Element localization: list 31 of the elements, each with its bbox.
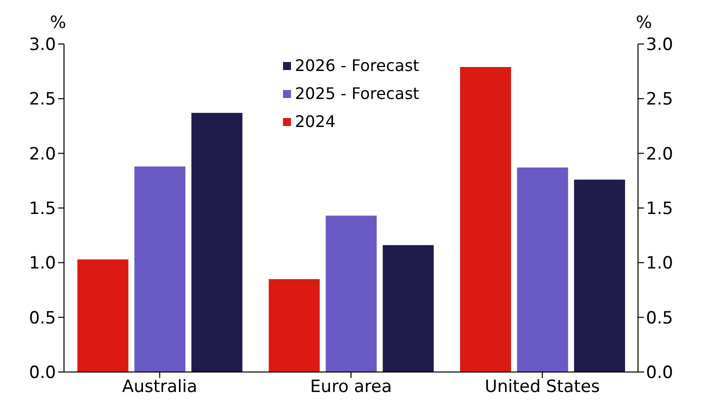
- bar: [574, 180, 626, 372]
- y2-tick-label: 1.0: [646, 254, 674, 274]
- y2-axis-title: %: [636, 13, 652, 34]
- legend-label: 2026 - Forecast: [294, 55, 420, 77]
- y2-tick-label: 0.5: [646, 308, 674, 328]
- y-tick-label: 0.0: [28, 363, 56, 384]
- bar: [77, 259, 128, 372]
- y-tick-label: 2.5: [28, 90, 56, 110]
- bar: [382, 245, 434, 372]
- bar: [460, 66, 512, 372]
- y2-tick-label: 1.5: [646, 199, 674, 220]
- y2-tick-label: 3.0: [646, 35, 674, 56]
- bar: [191, 112, 242, 372]
- bar: [268, 279, 320, 372]
- x-tick-label: United States: [484, 377, 600, 398]
- y2-tick-label: 2.5: [646, 90, 674, 110]
- x-tick-label: Euro area: [310, 377, 392, 398]
- y2-tick-label: 2.0: [646, 144, 674, 164]
- legend-label: 2025 - Forecast: [294, 83, 420, 105]
- y2-tick-label: 0.0: [646, 363, 674, 384]
- y-tick-label: 2.0: [28, 144, 56, 164]
- bar: [134, 166, 186, 372]
- bar: [326, 216, 377, 372]
- legend-label: 2024: [294, 111, 336, 133]
- y-tick-label: 0.5: [28, 308, 56, 328]
- y-tick-label: 1.5: [28, 199, 56, 220]
- y-tick-label: 1.0: [28, 254, 56, 274]
- y-tick-label: 3.0: [28, 35, 56, 56]
- bar: [517, 168, 568, 372]
- x-tick-label: Australia: [122, 377, 198, 398]
- y-axis-title: %: [50, 13, 66, 34]
